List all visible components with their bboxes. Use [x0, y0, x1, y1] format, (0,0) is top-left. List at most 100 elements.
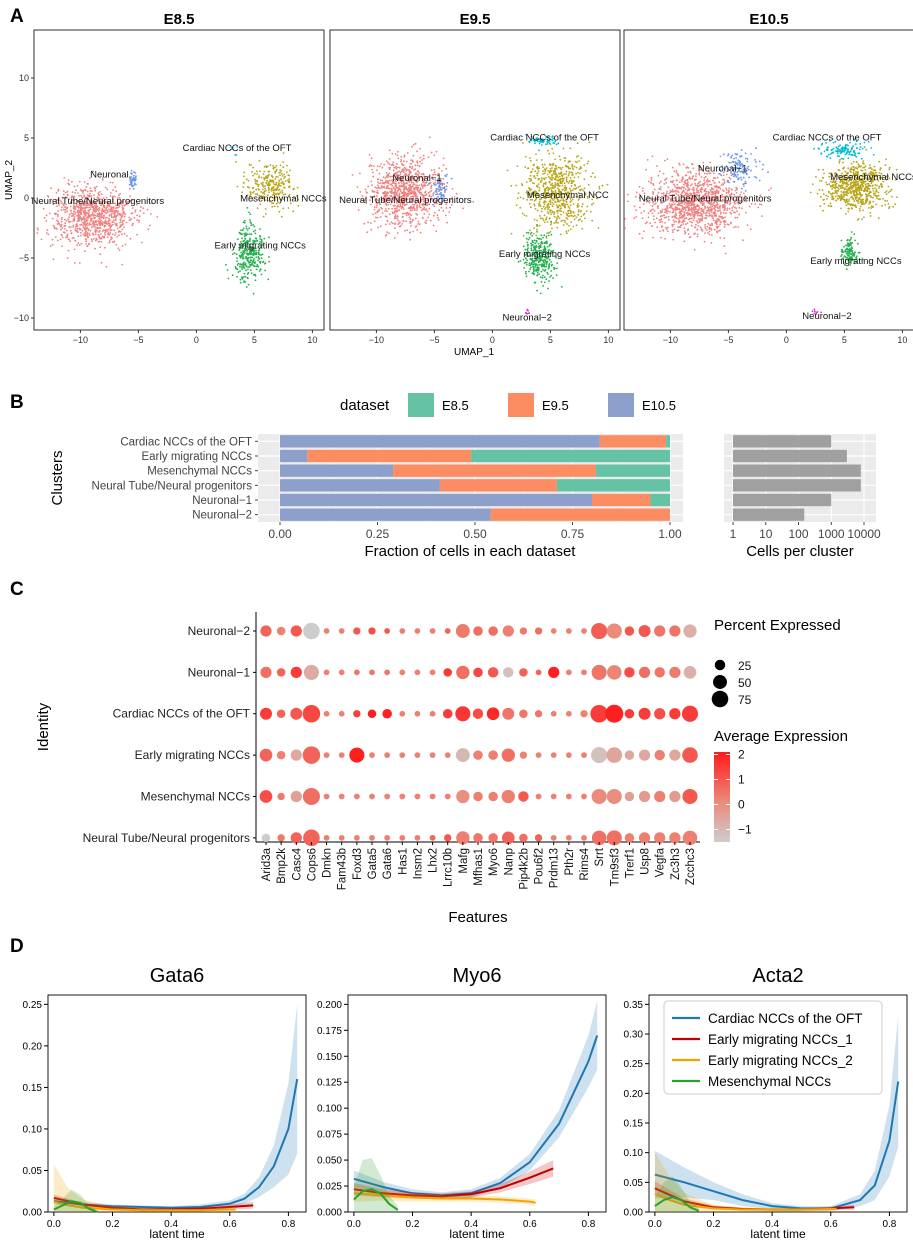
umap-point	[113, 212, 116, 215]
umap-point	[561, 177, 564, 180]
umap-point	[98, 234, 100, 237]
umap-point	[378, 187, 381, 189]
umap-point	[561, 196, 564, 199]
umap-point	[252, 252, 255, 254]
umap-point	[552, 162, 555, 165]
umap-point	[517, 197, 519, 200]
umap-point	[363, 222, 366, 225]
umap-point	[538, 263, 541, 266]
umap-point	[568, 180, 571, 183]
umap-point	[677, 217, 680, 220]
umap-point	[565, 193, 568, 196]
umap-point	[673, 221, 676, 223]
umap-point	[724, 252, 727, 255]
umap-point	[272, 165, 274, 167]
x-tick-label: 10	[307, 335, 317, 345]
umap-point	[577, 214, 579, 216]
umap-point	[66, 194, 69, 197]
umap-point	[406, 229, 409, 232]
umap-point	[259, 262, 262, 264]
umap-point	[564, 189, 566, 192]
umap-point	[392, 197, 395, 200]
umap-point	[704, 175, 707, 178]
umap-point	[83, 222, 85, 225]
umap-point	[577, 204, 580, 207]
umap-point	[721, 215, 723, 218]
umap-point	[426, 199, 429, 202]
umap-point	[413, 188, 415, 191]
umap-point	[135, 178, 137, 181]
umap-point	[387, 187, 389, 189]
umap-point	[555, 168, 558, 170]
umap-point	[397, 150, 399, 153]
umap-point	[235, 253, 238, 256]
umap-point	[547, 187, 550, 190]
umap-point	[877, 194, 880, 197]
umap-point	[727, 189, 730, 192]
umap-point	[411, 167, 413, 170]
umap-point	[755, 161, 757, 163]
umap-point	[256, 180, 259, 183]
umap-point	[245, 255, 247, 258]
umap-point	[578, 195, 581, 198]
umap-point	[413, 177, 415, 180]
umap-point	[390, 195, 392, 198]
umap-point	[399, 203, 402, 206]
umap-point	[94, 226, 96, 229]
umap-point	[406, 152, 409, 154]
umap-point	[261, 192, 264, 194]
umap-point	[248, 253, 251, 256]
umap-point	[251, 262, 254, 265]
umap-point	[94, 233, 97, 236]
umap-point	[710, 209, 712, 212]
umap-point	[101, 210, 104, 213]
umap-point	[425, 181, 428, 184]
umap-point	[388, 168, 391, 171]
umap-point	[558, 175, 561, 178]
umap-point	[108, 203, 111, 206]
umap-point	[116, 206, 118, 209]
x-tick-label: −10	[369, 335, 384, 345]
umap-point	[58, 202, 61, 204]
umap-point	[646, 221, 648, 224]
umap-point	[247, 240, 250, 243]
umap-point	[564, 206, 566, 209]
umap-point	[704, 212, 707, 215]
umap-point	[268, 256, 270, 258]
umap-point	[535, 246, 538, 249]
umap-point	[366, 231, 369, 234]
umap-point	[656, 226, 659, 229]
umap-point	[419, 156, 422, 159]
umap-point	[542, 219, 545, 222]
umap-point	[241, 254, 243, 257]
umap-point	[70, 212, 73, 215]
umap-point	[133, 182, 136, 185]
umap-point	[58, 199, 61, 202]
umap-point	[533, 175, 536, 177]
umap-point	[400, 178, 403, 181]
umap-point	[384, 208, 387, 210]
umap-point	[78, 244, 81, 246]
umap-point	[560, 168, 563, 171]
umap-point	[754, 175, 756, 178]
umap-point	[381, 179, 384, 182]
umap-point	[686, 222, 689, 225]
umap-point	[533, 232, 535, 235]
umap-point	[839, 185, 842, 187]
umap-point	[108, 214, 111, 217]
umap-point	[546, 173, 549, 176]
umap-point	[72, 214, 75, 217]
umap-point	[118, 196, 121, 199]
x-tick-label: −10	[73, 335, 88, 345]
umap-point	[132, 174, 135, 177]
umap-point	[540, 242, 543, 244]
umap-point	[87, 204, 89, 207]
umap-point	[140, 206, 142, 208]
umap-point	[416, 209, 418, 212]
umap-point	[275, 165, 278, 167]
umap-point	[89, 177, 91, 179]
umap-point	[395, 185, 397, 188]
umap-point	[549, 203, 552, 206]
umap-point	[732, 205, 735, 208]
umap-point	[546, 246, 549, 248]
